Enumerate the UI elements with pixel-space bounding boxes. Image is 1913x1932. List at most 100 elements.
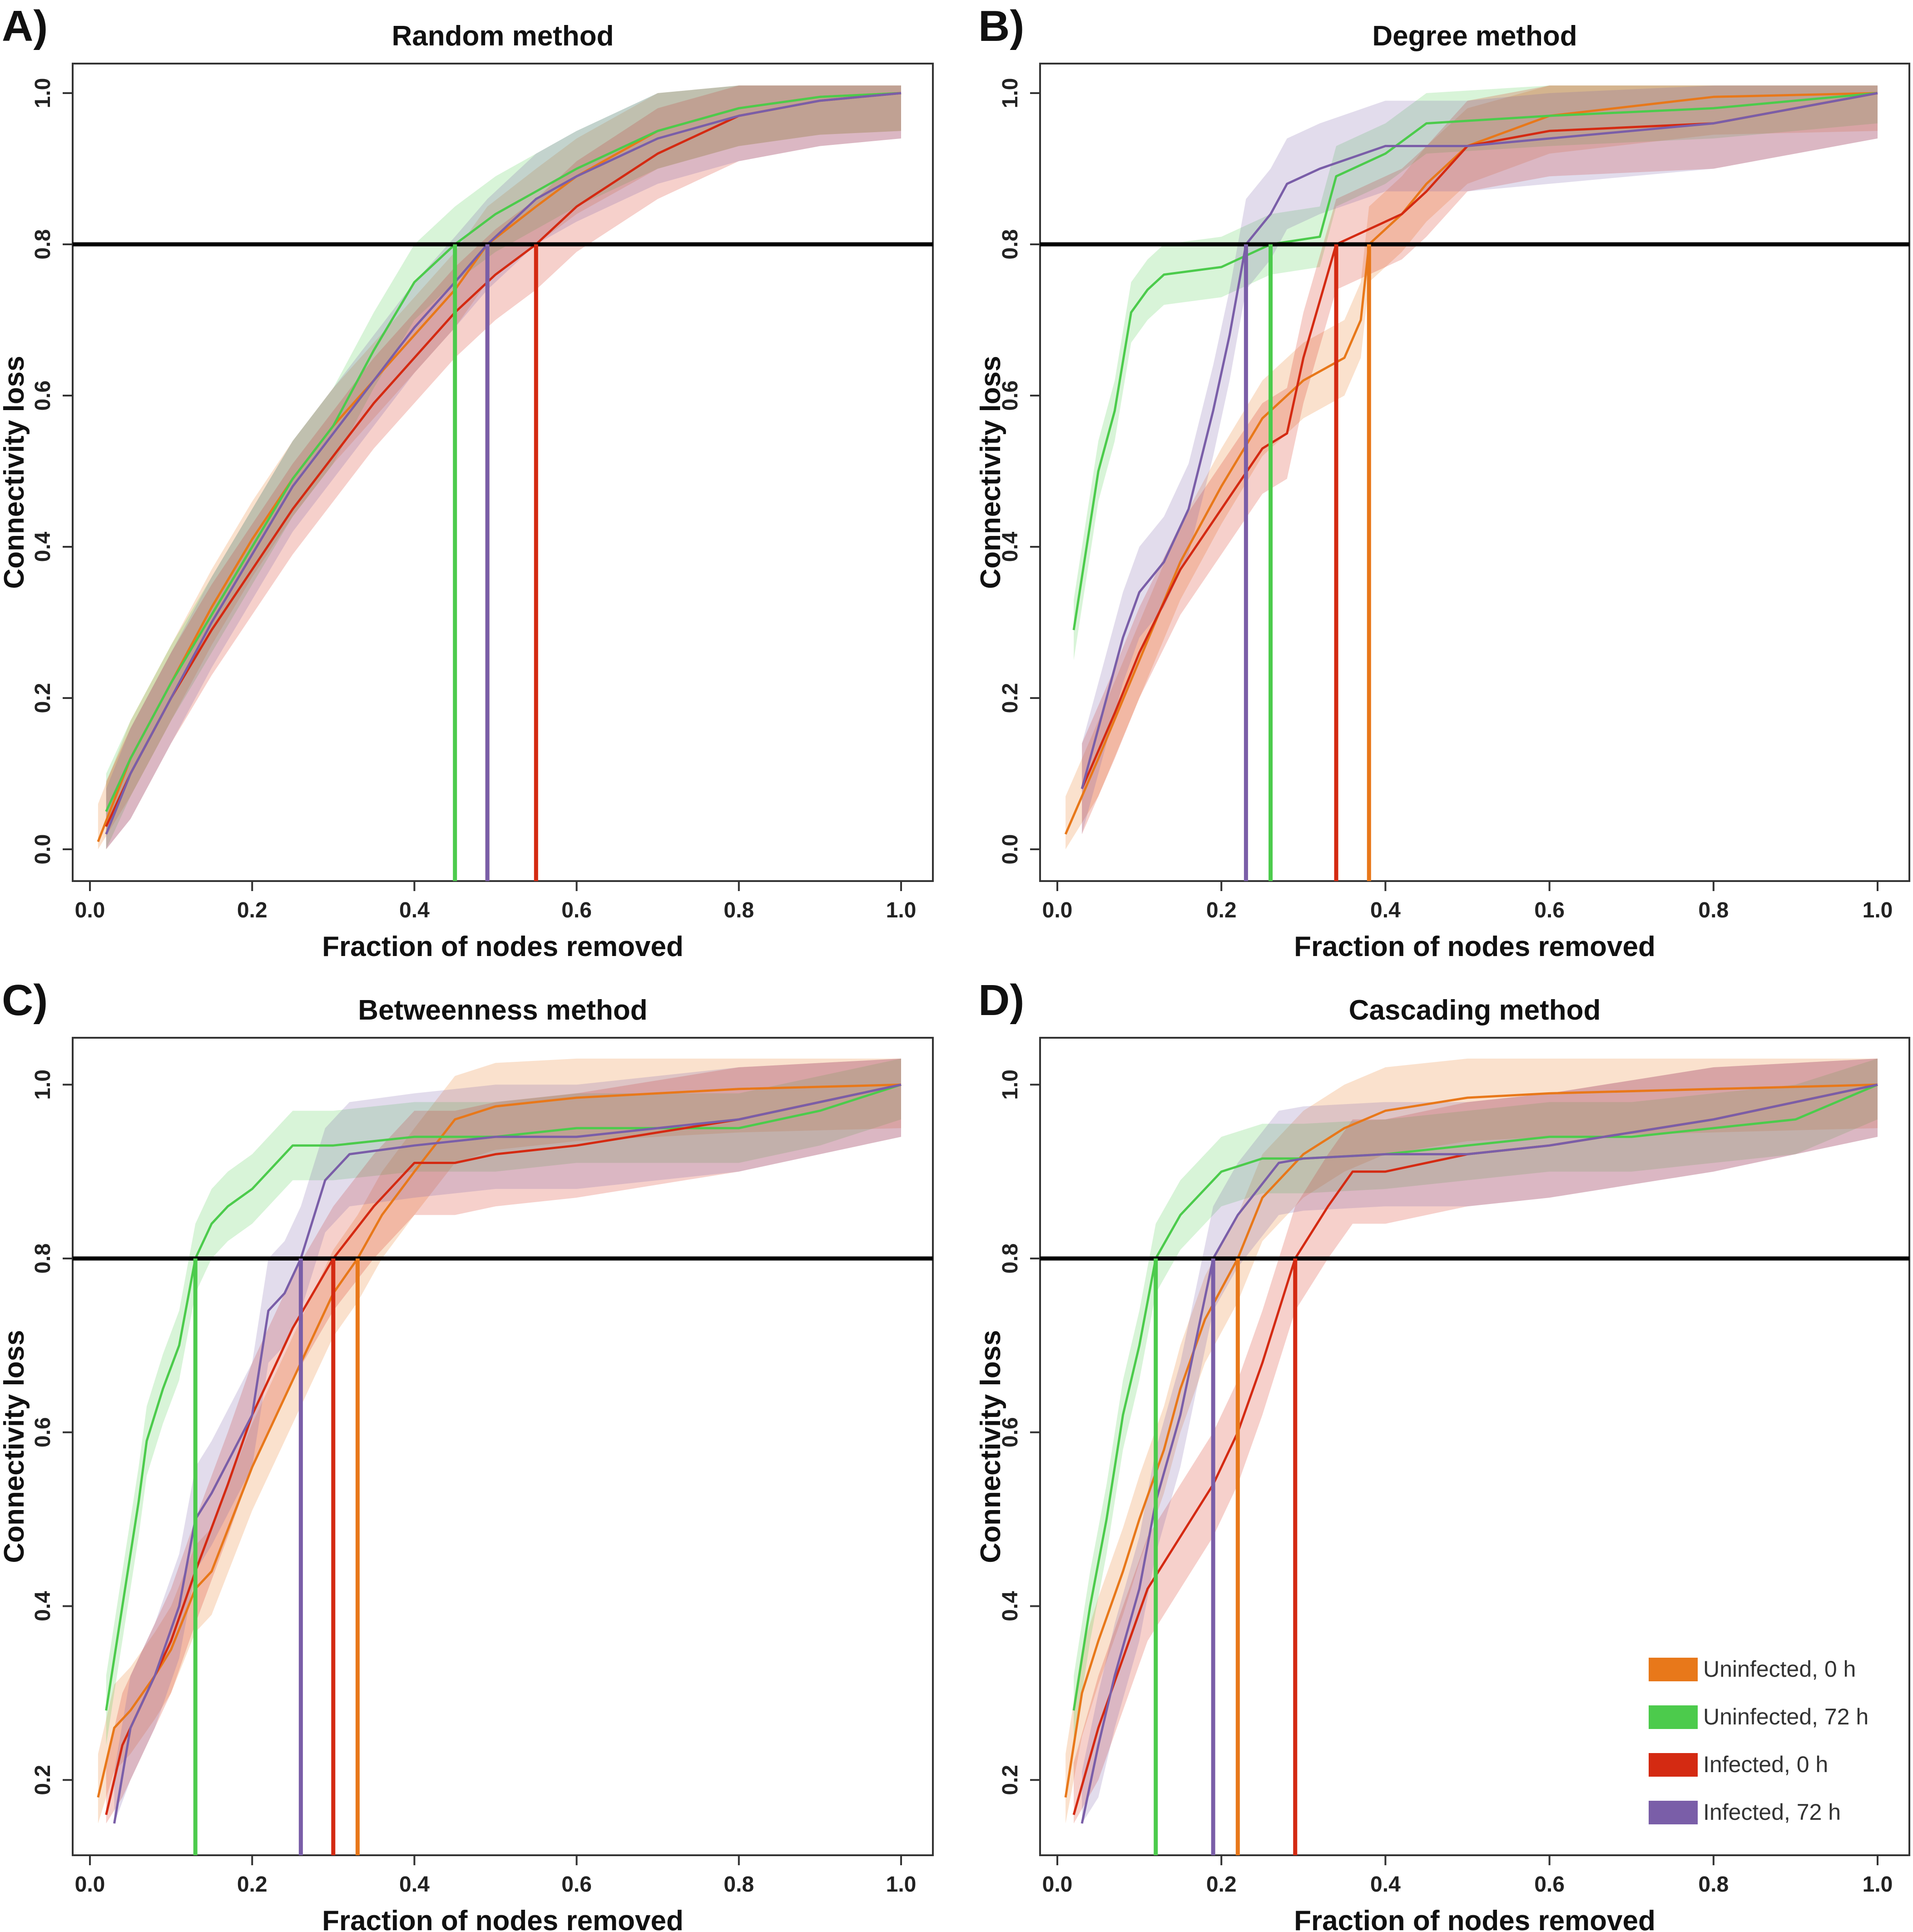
chart-panel-2: C) Betweenness method 0.0 0.2 0.4 0.6 0.8 1.0 0.… xyxy=(0,976,934,1932)
legend-label: Uninfected, 0 h xyxy=(1703,1656,1856,1682)
chart-title: Degree method xyxy=(1372,20,1577,52)
x-axis-label: Fraction of nodes removed xyxy=(1294,1905,1655,1932)
confidence-band-infected_0h xyxy=(106,85,902,849)
plot-frame xyxy=(72,63,934,882)
confidence-band-infected_0h xyxy=(1082,85,1878,834)
y-tick-label: 0.0 xyxy=(31,834,55,865)
legend-swatch-uninfected_72h xyxy=(1649,1705,1698,1729)
y-tick-label: 0.8 xyxy=(998,229,1022,260)
confidence-band-uninfected_0h xyxy=(98,1058,901,1823)
x-tick-label: 0.4 xyxy=(1370,898,1401,922)
y-axis-label: Connectivity loss xyxy=(975,1330,1006,1563)
x-tick-label: 0.0 xyxy=(75,1873,105,1897)
chart-panel-3: D) Cascading method 0.0 0.2 0.4 0.6 0.8 1.0 0.2 0… xyxy=(975,976,1910,1932)
y-tick-label: 0.6 xyxy=(998,381,1022,411)
legend-label: Uninfected, 72 h xyxy=(1703,1704,1868,1729)
y-tick-label: 0.4 xyxy=(998,1591,1022,1621)
y-tick-label: 0.0 xyxy=(998,834,1022,865)
x-tick-label: 0.4 xyxy=(399,898,430,922)
plot-frame xyxy=(1039,63,1910,882)
x-tick-label: 1.0 xyxy=(886,898,917,922)
y-tick-label: 0.2 xyxy=(998,1765,1022,1795)
x-tick-label: 0.2 xyxy=(1206,1873,1237,1897)
x-tick-label: 0.2 xyxy=(237,898,268,922)
panel-label: B) xyxy=(978,2,1024,50)
series-line-infected_0h xyxy=(105,92,902,827)
series-line-infected_72h xyxy=(1080,1083,1878,1824)
x-tick-label: 0.6 xyxy=(561,898,592,922)
x-tick-label: 0.2 xyxy=(237,1873,268,1897)
y-tick-label: 0.4 xyxy=(998,531,1022,562)
x-tick-label: 1.0 xyxy=(1863,1873,1893,1897)
y-tick-label: 0.6 xyxy=(31,1417,55,1447)
y-tick-label: 1.0 xyxy=(31,78,55,109)
y-tick-label: 0.8 xyxy=(998,1243,1022,1274)
panel-label: D) xyxy=(978,976,1024,1025)
y-tick-label: 0.4 xyxy=(31,1591,55,1621)
panel-label: C) xyxy=(2,976,48,1025)
legend-label: Infected, 0 h xyxy=(1703,1752,1828,1777)
confidence-band-uninfected_72h xyxy=(106,85,902,849)
legend-swatch-uninfected_0h xyxy=(1649,1658,1698,1681)
x-tick-label: 0.2 xyxy=(1206,898,1237,922)
x-axis-label: Fraction of nodes removed xyxy=(322,931,684,962)
y-tick-label: 0.2 xyxy=(31,683,55,713)
plot-frame xyxy=(72,1037,934,1856)
confidence-band-infected_72h xyxy=(1082,1058,1878,1823)
x-axis-label: Fraction of nodes removed xyxy=(1294,931,1655,962)
chart-panel-1: B) Degree method 0.0 0.2 0.4 0.6 0.8 1.0 0.0 0.2 0… xyxy=(975,2,1910,962)
series-line-uninfected_72h xyxy=(1072,1083,1878,1711)
confidence-band-uninfected_72h xyxy=(106,1058,902,1745)
series-line-uninfected_72h xyxy=(1072,92,1878,630)
y-tick-label: 1.0 xyxy=(998,1070,1022,1100)
y-tick-label: 0.8 xyxy=(31,229,55,260)
x-axis-label: Fraction of nodes removed xyxy=(322,1905,684,1932)
x-tick-label: 0.8 xyxy=(724,898,754,922)
chart-panel-0: A) Random method 0.0 0.2 0.4 0.6 0.8 1.0 0.0 0.2 0… xyxy=(0,2,934,962)
x-tick-label: 0.4 xyxy=(1370,1873,1401,1897)
x-tick-label: 0.6 xyxy=(561,1873,592,1897)
y-axis-label: Connectivity loss xyxy=(0,1330,30,1563)
series-line-infected_72h xyxy=(105,92,902,835)
panel-label: A) xyxy=(2,2,48,50)
x-tick-label: 0.0 xyxy=(75,898,105,922)
plot-frame xyxy=(1039,1037,1910,1856)
y-tick-label: 1.0 xyxy=(31,1070,55,1100)
confidence-band-infected_72h xyxy=(114,1058,902,1823)
confidence-band-uninfected_0h xyxy=(98,85,901,849)
confidence-band-infected_0h xyxy=(106,1058,902,1823)
y-tick-label: 0.2 xyxy=(31,1765,55,1795)
chart-title: Betweenness method xyxy=(358,995,647,1026)
confidence-band-uninfected_72h xyxy=(1074,1058,1878,1745)
y-axis-label: Connectivity loss xyxy=(0,356,30,589)
series-line-infected_72h xyxy=(113,1083,902,1824)
x-tick-label: 1.0 xyxy=(886,1873,917,1897)
legend-swatch-infected_0h xyxy=(1649,1753,1698,1777)
y-axis-label: Connectivity loss xyxy=(975,356,1006,589)
confidence-band-infected_72h xyxy=(106,85,902,849)
chart-title: Cascading method xyxy=(1349,995,1601,1026)
y-tick-label: 0.6 xyxy=(998,1417,1022,1447)
y-tick-label: 0.4 xyxy=(31,531,55,562)
legend-label: Infected, 72 h xyxy=(1703,1799,1841,1825)
series-line-infected_0h xyxy=(1080,92,1878,789)
confidence-band-uninfected_72h xyxy=(1074,85,1878,660)
x-tick-label: 1.0 xyxy=(1863,898,1893,922)
legend-swatch-infected_72h xyxy=(1649,1801,1698,1824)
y-tick-label: 0.8 xyxy=(31,1243,55,1274)
chart-title: Random method xyxy=(392,20,614,52)
x-tick-label: 0.0 xyxy=(1042,1873,1073,1897)
x-tick-label: 0.0 xyxy=(1042,898,1073,922)
confidence-band-uninfected_0h xyxy=(1066,85,1878,849)
x-tick-label: 0.8 xyxy=(1698,898,1729,922)
legend: Uninfected, 0 h Uninfected, 72 h Infected,… xyxy=(1649,1656,1868,1825)
x-tick-label: 0.8 xyxy=(1698,1873,1729,1897)
series-line-uninfected_72h xyxy=(105,92,902,812)
x-tick-label: 0.6 xyxy=(1534,1873,1565,1897)
y-tick-label: 0.2 xyxy=(998,683,1022,713)
x-tick-label: 0.4 xyxy=(399,1873,430,1897)
y-tick-label: 1.0 xyxy=(998,78,1022,109)
x-tick-label: 0.6 xyxy=(1534,898,1565,922)
x-tick-label: 0.8 xyxy=(724,1873,754,1897)
